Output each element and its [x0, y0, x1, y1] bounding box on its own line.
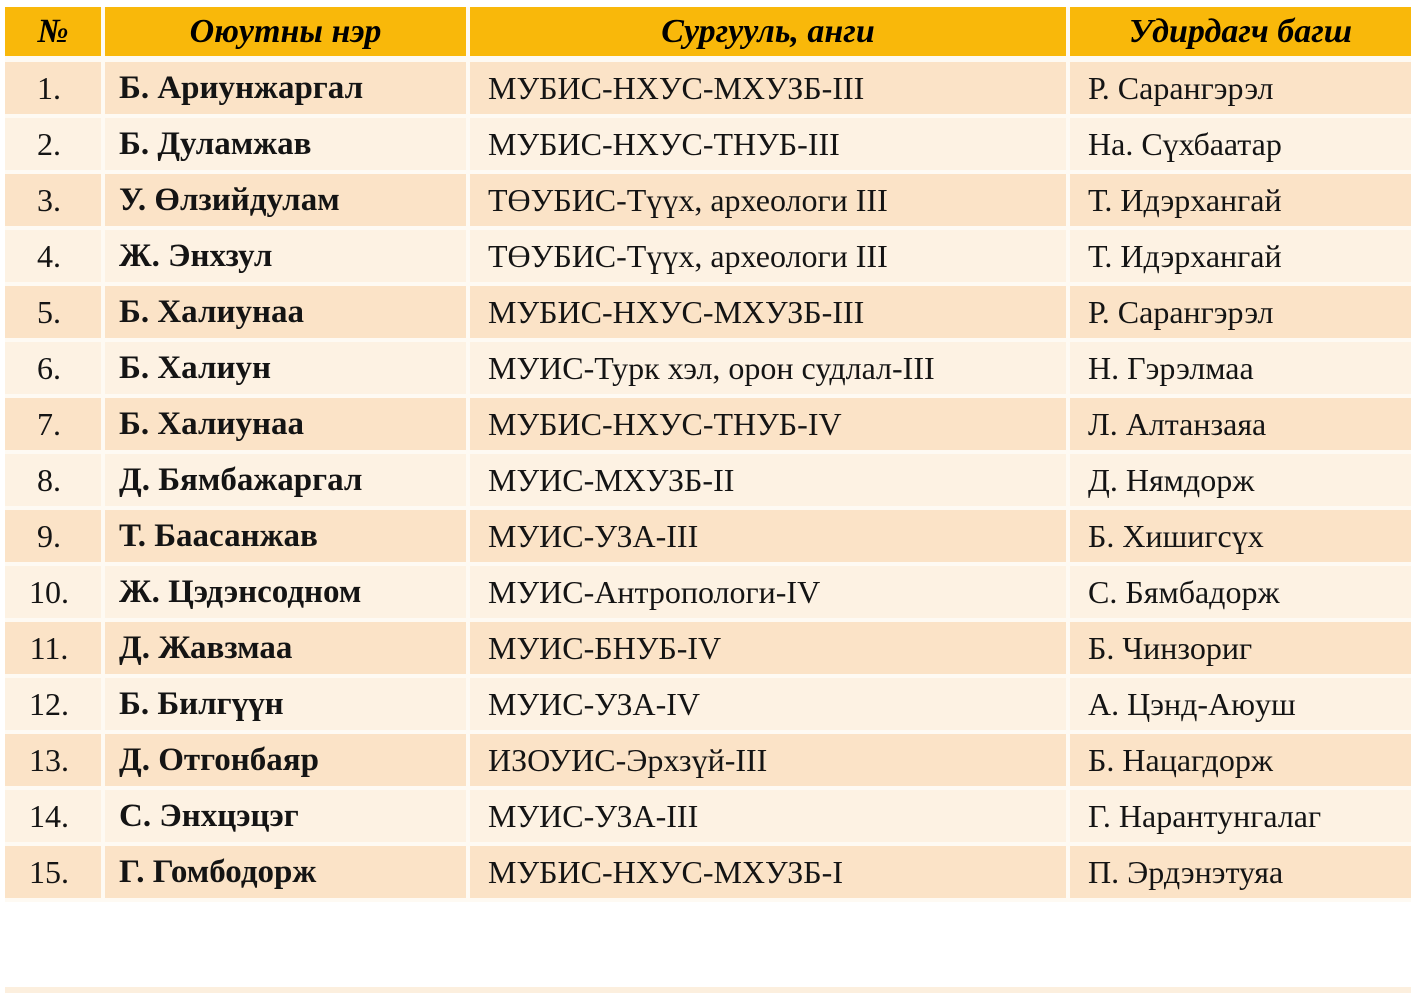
school-class: МУБИС-НХУС-ТНУБ-III — [470, 118, 1070, 174]
supervisor-teacher: П. Эрдэнэтуяа — [1070, 846, 1411, 902]
student-name: Т. Баасанжав — [105, 510, 470, 566]
table-row: 7. Б. Халиунаа МУБИС-НХУС-ТНУБ-IV Л. Алт… — [5, 398, 1411, 454]
row-number: 3. — [5, 174, 105, 230]
table-row: 14. С. Энхцэцэг МУИС-УЗА-III Г. Нарантун… — [5, 790, 1411, 846]
school-class: МУИС-УЗА-III — [470, 510, 1070, 566]
row-number: 6. — [5, 342, 105, 398]
table-row: 2. Б. Дуламжав МУБИС-НХУС-ТНУБ-III На. С… — [5, 118, 1411, 174]
table-row: 11. Д. Жавзмаа МУИС-БНУБ-IV Б. Чинзориг — [5, 622, 1411, 678]
supervisor-teacher: На. Сүхбаатар — [1070, 118, 1411, 174]
row-number: 10. — [5, 566, 105, 622]
supervisor-teacher: А. Цэнд-Аюуш — [1070, 678, 1411, 734]
table-row: 13. Д. Отгонбаяр ИЗОУИС-Эрхзүй-III Б. На… — [5, 734, 1411, 790]
school-class: МУБИС-НХУС-ТНУБ-IV — [470, 398, 1070, 454]
table-row: 9. Т. Баасанжав МУИС-УЗА-III Б. Хишигсүх — [5, 510, 1411, 566]
student-name: Ж. Энхзул — [105, 230, 470, 286]
supervisor-teacher: Б. Хишигсүх — [1070, 510, 1411, 566]
row-number: 4. — [5, 230, 105, 286]
supervisor-teacher: Г. Нарантунгалаг — [1070, 790, 1411, 846]
school-class: МУБИС-НХУС-МХУЗБ-III — [470, 286, 1070, 342]
student-name: Д. Жавзмаа — [105, 622, 470, 678]
supervisor-teacher: Н. Гэрэлмаа — [1070, 342, 1411, 398]
school-class: МУИС-УЗА-III — [470, 790, 1070, 846]
column-header-number: № — [5, 7, 105, 62]
table-row: 10. Ж. Цэдэнсодном МУИС-Антропологи-IV С… — [5, 566, 1411, 622]
student-name: Б. Халиун — [105, 342, 470, 398]
table-row: 5. Б. Халиунаа МУБИС-НХУС-МХУЗБ-III Р. С… — [5, 286, 1411, 342]
student-name: У. Өлзийдулам — [105, 174, 470, 230]
school-class: МУБИС-НХУС-МХУЗБ-III — [470, 62, 1070, 118]
column-header-supervisor: Удирдагч багш — [1070, 7, 1411, 62]
row-number: 11. — [5, 622, 105, 678]
table-row: 1. Б. Ариунжаргал МУБИС-НХУС-МХУЗБ-III Р… — [5, 62, 1411, 118]
school-class: МУИС-Антропологи-IV — [470, 566, 1070, 622]
student-name: С. Энхцэцэг — [105, 790, 470, 846]
student-name: Б. Ариунжаргал — [105, 62, 470, 118]
supervisor-teacher: Р. Сарангэрэл — [1070, 62, 1411, 118]
row-number: 8. — [5, 454, 105, 510]
student-name: Г. Гомбодорж — [105, 846, 470, 902]
table-row: 12. Б. Билгүүн МУИС-УЗА-IV А. Цэнд-Аюуш — [5, 678, 1411, 734]
supervisor-teacher: Т. Идэрхангай — [1070, 230, 1411, 286]
student-name: Б. Халиунаа — [105, 398, 470, 454]
table-row: 8. Д. Бямбажаргал МУИС-МХУЗБ-II Д. Нямдо… — [5, 454, 1411, 510]
row-number: 12. — [5, 678, 105, 734]
row-number: 7. — [5, 398, 105, 454]
row-number: 9. — [5, 510, 105, 566]
supervisor-teacher: Б. Чинзориг — [1070, 622, 1411, 678]
partial-next-row-edge — [5, 987, 1411, 993]
school-class: МУИС-Турк хэл, орон судлал-III — [470, 342, 1070, 398]
supervisor-teacher: Р. Сарангэрэл — [1070, 286, 1411, 342]
student-name: Д. Отгонбаяр — [105, 734, 470, 790]
row-number: 1. — [5, 62, 105, 118]
row-number: 15. — [5, 846, 105, 902]
row-number: 14. — [5, 790, 105, 846]
student-name: Д. Бямбажаргал — [105, 454, 470, 510]
student-name: Б. Дуламжав — [105, 118, 470, 174]
supervisor-teacher: С. Бямбадорж — [1070, 566, 1411, 622]
school-class: МУИС-БНУБ-IV — [470, 622, 1070, 678]
supervisor-teacher: Л. Алтанзаяа — [1070, 398, 1411, 454]
header-row: № Оюутны нэр Сургууль, анги Удирдагч баг… — [5, 7, 1411, 62]
student-roster-table: № Оюутны нэр Сургууль, анги Удирдагч баг… — [5, 7, 1411, 902]
table-row: 6. Б. Халиун МУИС-Турк хэл, орон судлал-… — [5, 342, 1411, 398]
row-number: 2. — [5, 118, 105, 174]
school-class: ТӨУБИС-Түүх, археологи III — [470, 230, 1070, 286]
supervisor-teacher: Д. Нямдорж — [1070, 454, 1411, 510]
school-class: ТӨУБИС-Түүх, археологи III — [470, 174, 1070, 230]
row-number: 13. — [5, 734, 105, 790]
table-row: 3. У. Өлзийдулам ТӨУБИС-Түүх, археологи … — [5, 174, 1411, 230]
student-name: Ж. Цэдэнсодном — [105, 566, 470, 622]
student-name: Б. Билгүүн — [105, 678, 470, 734]
table-row: 15. Г. Гомбодорж МУБИС-НХУС-МХУЗБ-I П. Э… — [5, 846, 1411, 902]
row-number: 5. — [5, 286, 105, 342]
table-row: 4. Ж. Энхзул ТӨУБИС-Түүх, археологи III … — [5, 230, 1411, 286]
school-class: МУИС-МХУЗБ-II — [470, 454, 1070, 510]
school-class: ИЗОУИС-Эрхзүй-III — [470, 734, 1070, 790]
student-name: Б. Халиунаа — [105, 286, 470, 342]
column-header-school-class: Сургууль, анги — [470, 7, 1070, 62]
school-class: МУБИС-НХУС-МХУЗБ-I — [470, 846, 1070, 902]
column-header-student-name: Оюутны нэр — [105, 7, 470, 62]
supervisor-teacher: Б. Нацагдорж — [1070, 734, 1411, 790]
school-class: МУИС-УЗА-IV — [470, 678, 1070, 734]
supervisor-teacher: Т. Идэрхангай — [1070, 174, 1411, 230]
